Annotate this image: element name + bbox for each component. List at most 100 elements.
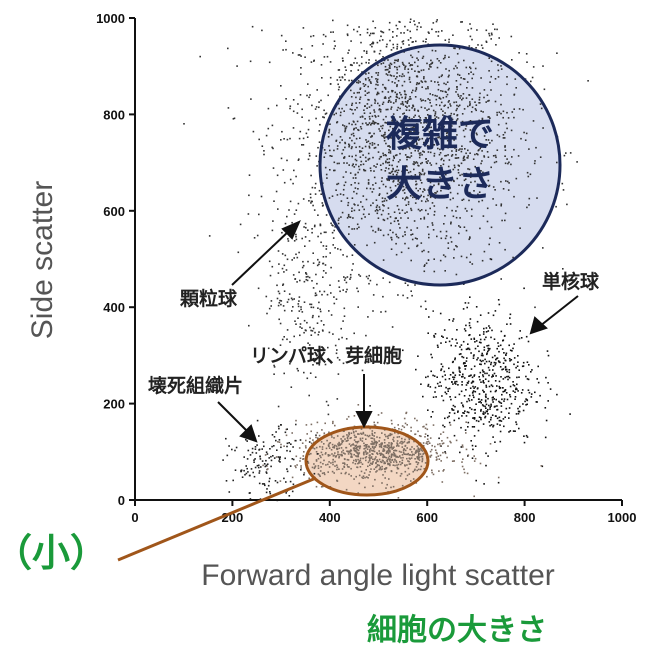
data-point: [492, 198, 494, 200]
data-point: [347, 450, 350, 453]
data-point: [392, 485, 395, 488]
data-point: [497, 69, 500, 72]
data-point: [437, 147, 439, 150]
data-point: [328, 461, 330, 463]
data-point: [451, 125, 453, 127]
data-point: [470, 440, 472, 442]
data-point: [344, 438, 346, 440]
data-point: [473, 190, 475, 192]
data-point: [347, 453, 350, 455]
data-point: [361, 476, 363, 479]
data-point: [360, 432, 362, 435]
data-point: [350, 147, 353, 150]
data-point: [389, 447, 391, 449]
data-point: [410, 133, 413, 135]
data-point: [461, 381, 463, 383]
data-point: [413, 20, 415, 22]
data-point: [283, 138, 285, 140]
data-point: [353, 142, 356, 145]
data-point: [408, 98, 411, 100]
data-point: [388, 97, 390, 99]
data-point: [396, 444, 399, 446]
data-point: [309, 196, 312, 199]
data-point: [464, 362, 466, 364]
data-point: [407, 217, 409, 219]
data-point: [338, 286, 341, 288]
data-point: [509, 323, 512, 325]
data-point: [357, 182, 360, 185]
data-point: [454, 147, 456, 149]
data-point: [503, 400, 505, 402]
data-point: [357, 80, 360, 82]
data-point: [408, 78, 411, 81]
data-point: [388, 444, 390, 447]
data-point: [357, 306, 359, 308]
data-point: [268, 457, 270, 459]
data-point: [413, 161, 415, 163]
data-point: [367, 158, 370, 161]
data-point: [401, 209, 404, 212]
data-point: [465, 229, 468, 232]
data-point: [358, 102, 361, 104]
data-point: [463, 471, 466, 474]
data-point: [349, 172, 352, 174]
data-point: [281, 130, 283, 133]
data-point: [258, 464, 260, 467]
y-tick-label: 400: [103, 300, 125, 315]
data-point: [278, 302, 281, 304]
data-point: [515, 388, 517, 391]
data-point: [368, 147, 371, 149]
data-point: [320, 99, 322, 102]
data-point: [396, 467, 399, 470]
data-point: [302, 458, 305, 460]
data-point: [463, 78, 466, 80]
data-point: [390, 171, 393, 173]
data-point: [335, 455, 337, 458]
data-point: [427, 86, 429, 88]
data-point: [367, 85, 369, 88]
data-point: [286, 445, 288, 448]
data-point: [303, 319, 306, 322]
data-point: [373, 442, 376, 444]
data-point: [471, 106, 474, 109]
data-point: [440, 460, 442, 462]
data-point: [478, 416, 481, 418]
data-point: [382, 474, 384, 476]
data-point: [369, 279, 372, 282]
data-point: [512, 390, 515, 392]
data-point: [515, 413, 518, 415]
data-point: [316, 421, 319, 424]
data-point: [415, 183, 417, 186]
data-point: [287, 238, 289, 240]
data-point: [350, 63, 352, 66]
data-point: [349, 278, 351, 280]
data-point: [450, 117, 453, 119]
data-point: [403, 448, 405, 450]
data-point: [344, 277, 347, 279]
data-point: [247, 213, 250, 215]
data-point: [284, 457, 286, 460]
data-point: [380, 155, 382, 158]
data-point: [340, 443, 343, 445]
data-point: [402, 63, 404, 65]
data-point: [439, 454, 442, 457]
data-point: [336, 447, 338, 450]
data-point: [528, 391, 531, 394]
data-point: [423, 141, 425, 144]
data-point: [395, 154, 397, 157]
data-point: [420, 465, 423, 468]
data-point: [451, 209, 453, 212]
data-point: [444, 270, 446, 272]
data-point: [418, 152, 421, 155]
data-point: [272, 167, 275, 169]
data-point: [350, 467, 352, 470]
data-point: [389, 135, 392, 138]
data-point: [406, 464, 408, 466]
data-point: [235, 446, 238, 449]
data-point: [389, 460, 391, 462]
data-point: [265, 472, 268, 474]
data-point: [426, 441, 428, 443]
data-point: [311, 228, 313, 230]
data-point: [468, 45, 471, 47]
data-point: [307, 229, 309, 231]
